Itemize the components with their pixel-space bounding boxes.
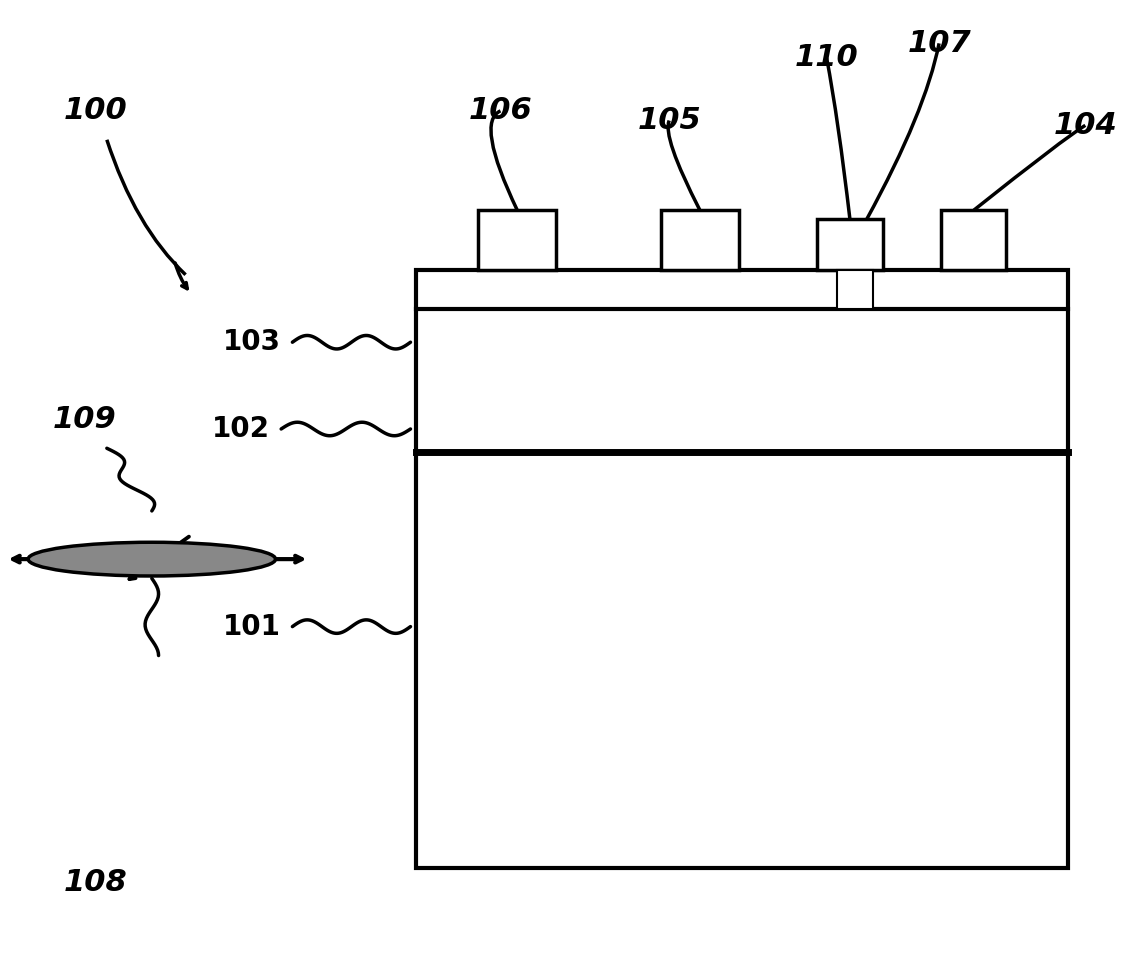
Text: 107: 107 <box>908 29 971 58</box>
Bar <box>941 210 1007 270</box>
Text: 108: 108 <box>64 868 127 897</box>
Bar <box>417 270 1069 868</box>
Text: 102: 102 <box>212 415 270 443</box>
Text: 101: 101 <box>223 612 282 641</box>
Ellipse shape <box>28 542 276 576</box>
Text: 100: 100 <box>64 96 127 125</box>
Bar <box>479 210 556 270</box>
Text: 103: 103 <box>223 328 282 357</box>
Text: 105: 105 <box>637 106 701 135</box>
Bar <box>837 270 873 308</box>
Text: 106: 106 <box>468 96 533 125</box>
Text: 104: 104 <box>1054 111 1117 140</box>
Bar <box>817 219 883 270</box>
Bar <box>661 210 739 270</box>
Text: 110: 110 <box>795 43 858 72</box>
Text: 109: 109 <box>53 405 116 434</box>
